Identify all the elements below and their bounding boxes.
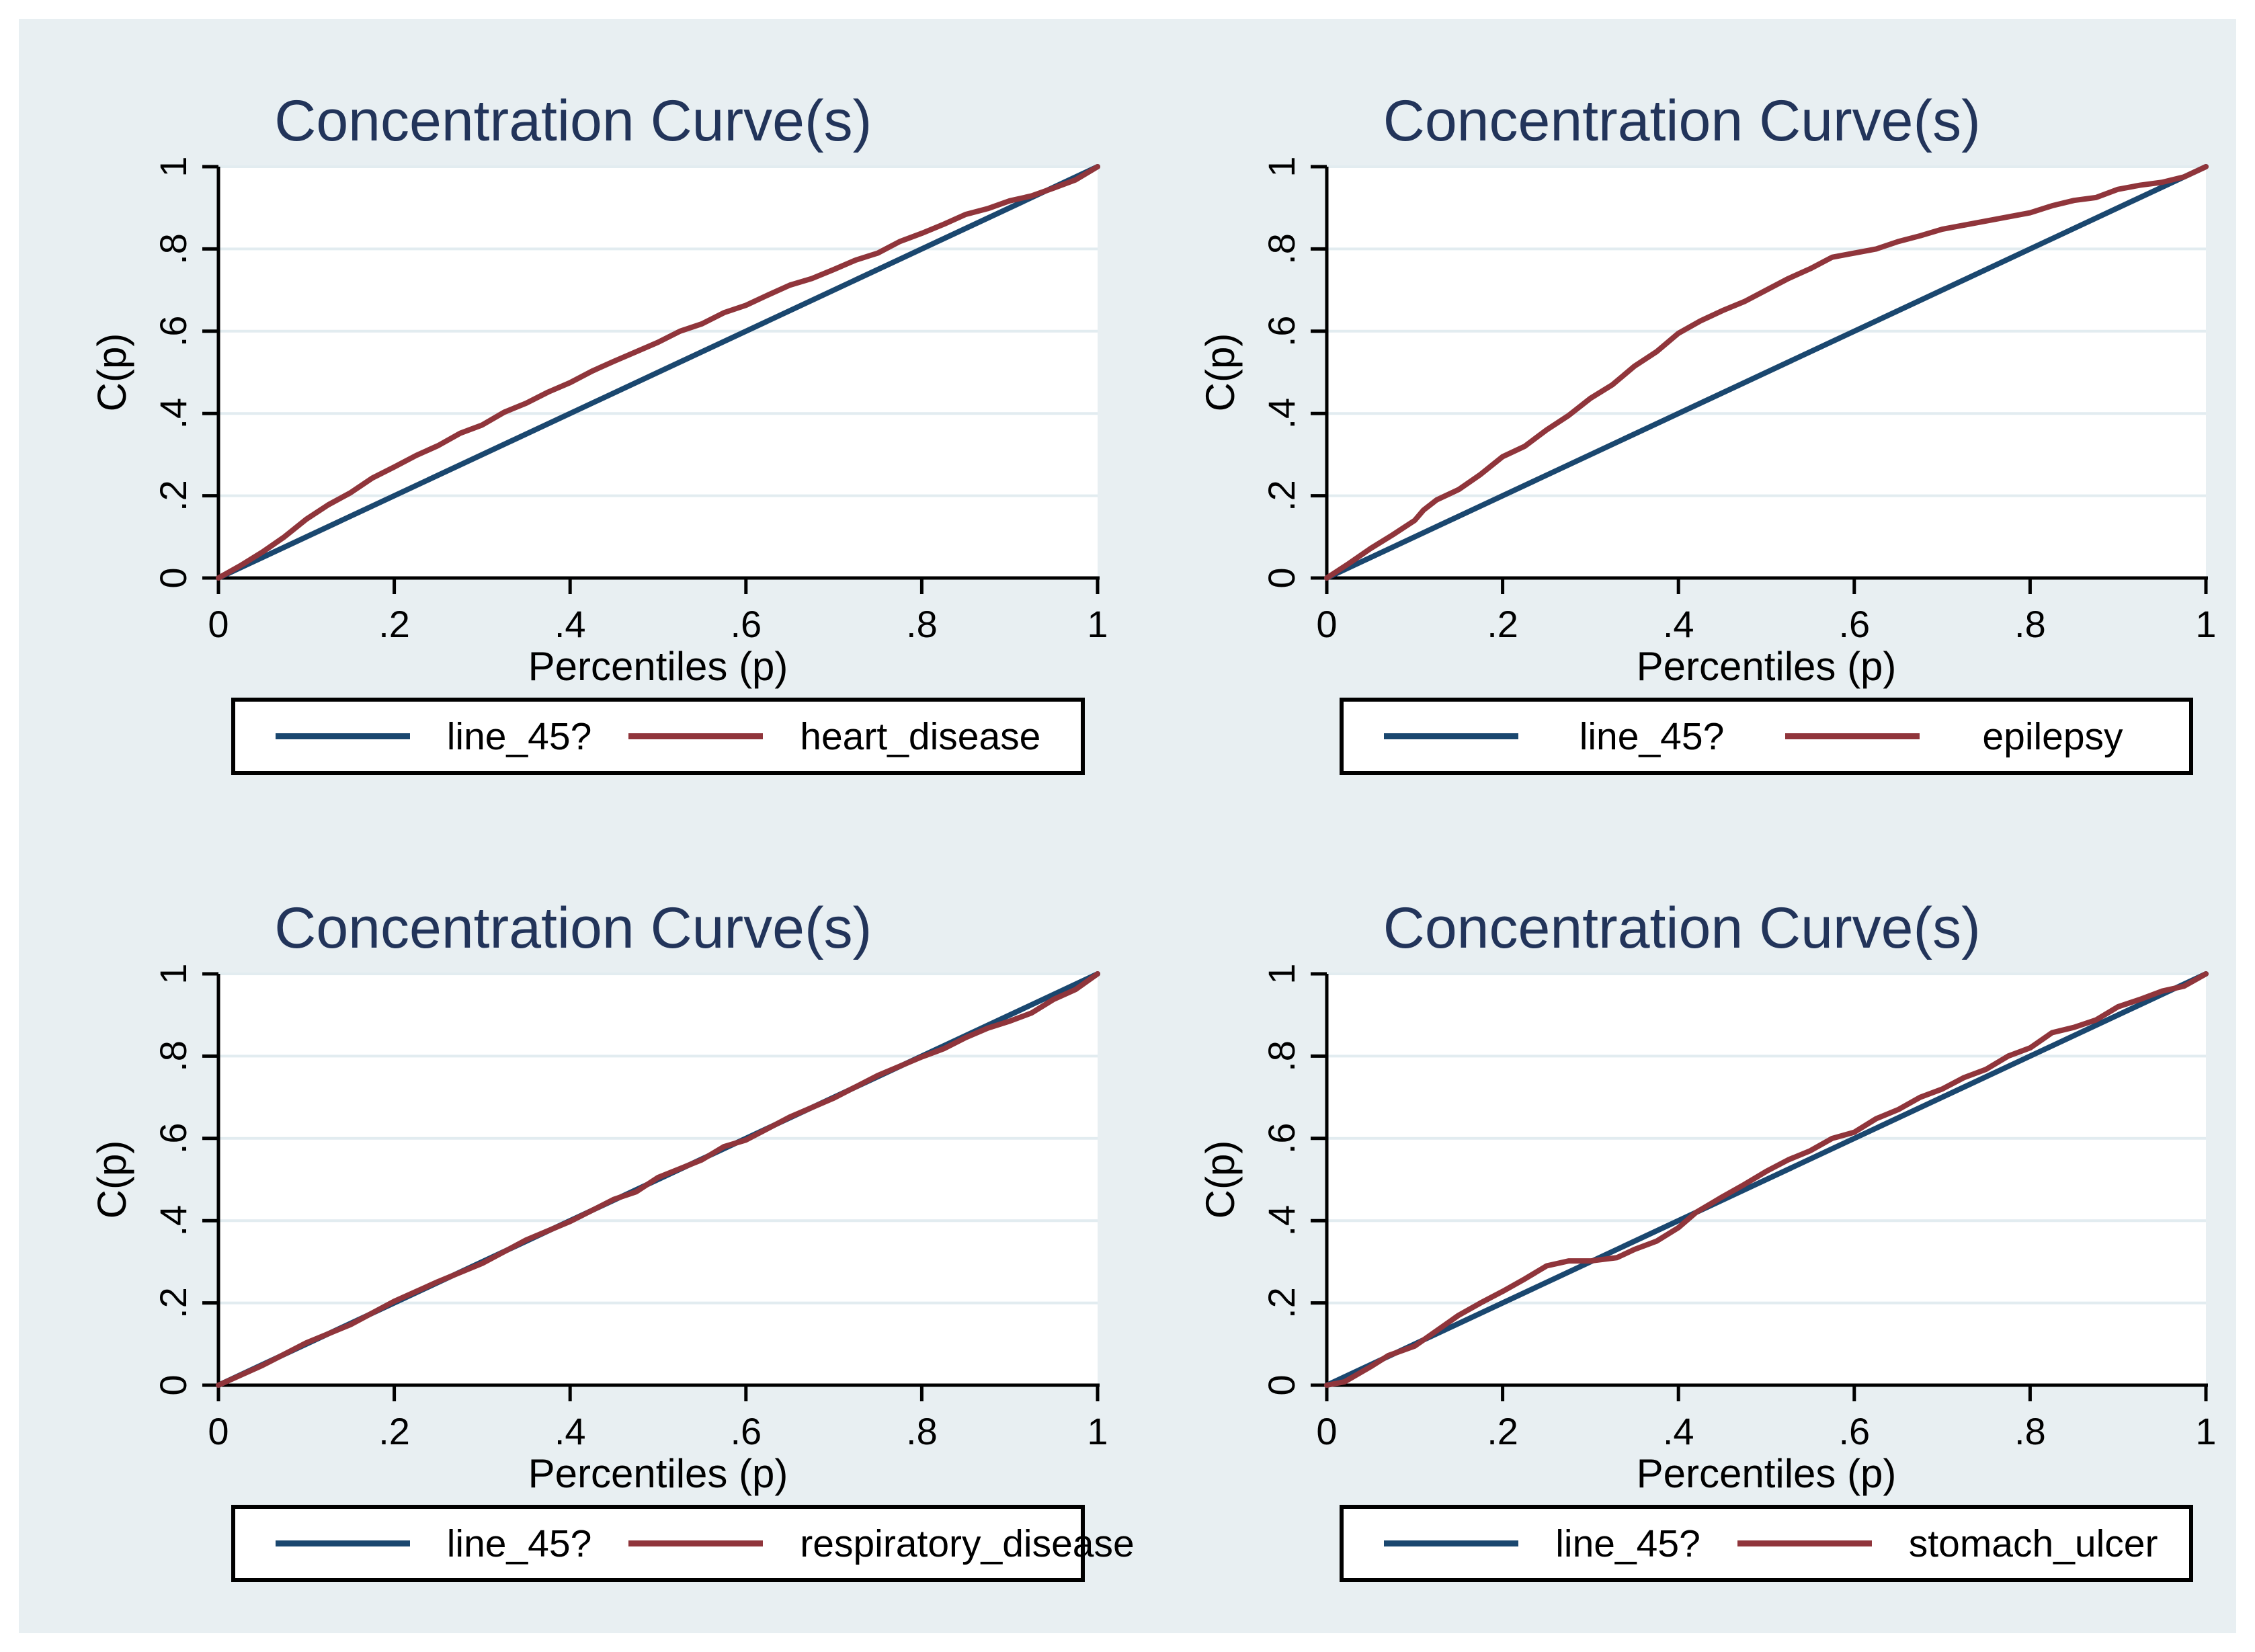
svg-text:.4: .4 [1260, 1205, 1303, 1237]
svg-text:.6: .6 [1260, 1122, 1303, 1154]
svg-text:.2: .2 [378, 603, 410, 645]
legend-line45-label: line_45? [446, 1522, 592, 1565]
plot-area-wrap: 0 .2 .4 .6 .8 1 0 .2 .4 .6 .8 1 Percentiles (p) C(p) [29, 963, 1118, 1501]
svg-text:C(p): C(p) [1198, 1141, 1243, 1219]
svg-text:.6: .6 [1260, 315, 1303, 347]
svg-text:0: 0 [1260, 567, 1303, 588]
plot-area-wrap: 0 .2 .4 .6 .8 1 0 .2 .4 .6 .8 1 Percentiles (p) C(p) [1137, 963, 2226, 1501]
subplot-epilepsy: Concentration Curve(s) 0 .2 .4 .6 .8 1 0 .2 .4 .6… [1137, 19, 2226, 826]
svg-text:.8: .8 [152, 1040, 194, 1072]
legend-disease-sample [628, 1540, 764, 1546]
legend-line45-sample [275, 733, 410, 739]
svg-text:0: 0 [208, 603, 229, 645]
svg-text:.2: .2 [1260, 1287, 1303, 1319]
svg-text:.8: .8 [906, 1410, 938, 1452]
svg-text:1: 1 [1260, 156, 1303, 177]
svg-text:.2: .2 [378, 1410, 410, 1452]
concentration-curve-plot: 0 .2 .4 .6 .8 1 0 .2 .4 .6 .8 1 Percentiles (p) C(p) [89, 156, 1108, 689]
subplot-stomach-ulcer: Concentration Curve(s) 0 .2 .4 .6 .8 1 0 .2 .4 .6… [1137, 826, 2226, 1633]
svg-text:1: 1 [152, 963, 194, 984]
svg-text:1: 1 [2196, 603, 2217, 645]
concentration-curve-plot: 0 .2 .4 .6 .8 1 0 .2 .4 .6 .8 1 Percentiles (p) C(p) [1198, 963, 2217, 1496]
legend-line45-label: line_45? [446, 714, 592, 758]
subplot-heart-disease: Concentration Curve(s) 0 .2 .4 .6 .8 1 0 .2 .4 .6… [29, 19, 1118, 826]
svg-text:.6: .6 [1839, 1410, 1871, 1452]
svg-text:.2: .2 [1260, 480, 1303, 511]
legend-disease-sample [1785, 733, 1920, 739]
svg-text:.2: .2 [1487, 1410, 1518, 1452]
svg-text:.8: .8 [2014, 603, 2046, 645]
svg-text:.4: .4 [555, 1410, 586, 1452]
graph-canvas: Concentration Curve(s) 0 .2 .4 .6 .8 1 0 .2 .4 .6… [19, 19, 2236, 1633]
legend-disease-label: heart_disease [800, 714, 1041, 758]
svg-text:0: 0 [1317, 603, 1338, 645]
legend-box: line_45? respiratory_disease [231, 1505, 1135, 1582]
legend-box: line_45? heart_disease [231, 698, 1085, 775]
plot-title: Concentration Curve(s) [1383, 89, 1981, 153]
svg-text:.4: .4 [555, 603, 586, 645]
legend-box: line_45? epilepsy [1340, 698, 2194, 775]
svg-text:C(p): C(p) [89, 333, 134, 412]
legend-line45-sample [1384, 733, 1519, 739]
legend-line45-sample [275, 1540, 410, 1546]
legend-disease-label: epilepsy [1982, 714, 2123, 758]
svg-text:C(p): C(p) [1198, 333, 1243, 412]
svg-text:.4: .4 [1663, 1410, 1694, 1452]
svg-text:.8: .8 [1260, 233, 1303, 265]
svg-text:Percentiles (p): Percentiles (p) [528, 1451, 788, 1496]
svg-text:.2: .2 [152, 1287, 194, 1319]
svg-text:1: 1 [2196, 1410, 2217, 1452]
svg-text:0: 0 [1260, 1374, 1303, 1395]
svg-text:Percentiles (p): Percentiles (p) [1637, 1451, 1897, 1496]
legend-line45-label: line_45? [1579, 714, 1725, 758]
plot-title: Concentration Curve(s) [274, 89, 872, 153]
svg-text:Percentiles (p): Percentiles (p) [528, 644, 788, 689]
svg-text:.6: .6 [152, 315, 194, 347]
svg-text:.6: .6 [1839, 603, 1871, 645]
svg-text:0: 0 [152, 1374, 194, 1395]
svg-text:.6: .6 [152, 1122, 194, 1154]
svg-text:.4: .4 [152, 1205, 194, 1237]
legend-disease-label: respiratory_disease [800, 1522, 1135, 1565]
svg-text:.6: .6 [730, 603, 762, 645]
plot-area-wrap: 0 .2 .4 .6 .8 1 0 .2 .4 .6 .8 1 Percentiles (p) C(p) [29, 156, 1118, 694]
legend-disease-sample [628, 733, 764, 739]
svg-text:.8: .8 [2014, 1410, 2046, 1452]
svg-text:.8: .8 [1260, 1040, 1303, 1072]
svg-text:Percentiles (p): Percentiles (p) [1637, 644, 1897, 689]
svg-text:C(p): C(p) [89, 1141, 134, 1219]
legend-disease-sample [1737, 1540, 1872, 1546]
svg-text:.2: .2 [152, 480, 194, 511]
svg-text:0: 0 [208, 1410, 229, 1452]
svg-text:.2: .2 [1487, 603, 1518, 645]
svg-text:1: 1 [1087, 1410, 1108, 1452]
svg-text:.8: .8 [906, 603, 938, 645]
svg-text:.4: .4 [1260, 398, 1303, 429]
plot-title: Concentration Curve(s) [274, 896, 872, 960]
svg-text:0: 0 [1317, 1410, 1338, 1452]
svg-text:1: 1 [1260, 963, 1303, 984]
legend-line45-sample [1384, 1540, 1519, 1546]
svg-text:0: 0 [152, 567, 194, 588]
subplot-respiratory-disease: Concentration Curve(s) 0 .2 .4 .6 .8 1 0 .2 .4 .6… [29, 826, 1135, 1633]
concentration-curve-plot: 0 .2 .4 .6 .8 1 0 .2 .4 .6 .8 1 Percentiles (p) C(p) [1198, 156, 2217, 689]
concentration-curve-plot: 0 .2 .4 .6 .8 1 0 .2 .4 .6 .8 1 Percentiles (p) C(p) [89, 963, 1108, 1496]
svg-text:1: 1 [152, 156, 194, 177]
svg-text:.4: .4 [1663, 603, 1694, 645]
plot-area-wrap: 0 .2 .4 .6 .8 1 0 .2 .4 .6 .8 1 Percentiles (p) C(p) [1137, 156, 2226, 694]
svg-text:.4: .4 [152, 398, 194, 429]
legend-box: line_45? stomach_ulcer [1340, 1505, 2194, 1582]
svg-text:1: 1 [1087, 603, 1108, 645]
svg-text:.8: .8 [152, 233, 194, 265]
plot-title: Concentration Curve(s) [1383, 896, 1981, 960]
legend-line45-label: line_45? [1555, 1522, 1700, 1565]
svg-text:.6: .6 [730, 1410, 762, 1452]
legend-disease-label: stomach_ulcer [1908, 1522, 2158, 1565]
